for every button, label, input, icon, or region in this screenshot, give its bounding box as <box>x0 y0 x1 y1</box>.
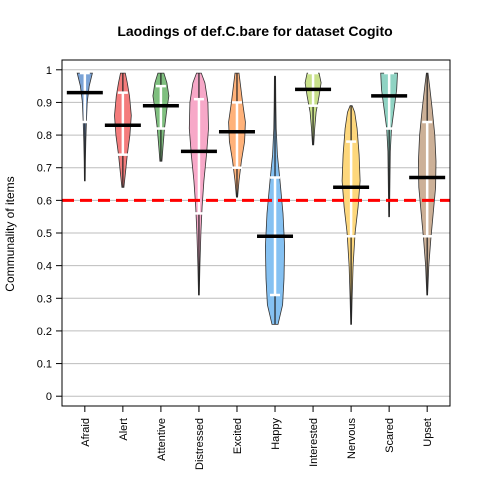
x-tick-label-upset: Upset <box>422 418 434 447</box>
y-axis-label: Communality of items <box>3 176 17 291</box>
x-tick-label-interested: Interested <box>308 418 320 467</box>
y-tick-label: 0.8 <box>37 130 52 142</box>
chart-title: Laodings of def.C.bare for dataset Cogit… <box>117 23 392 39</box>
y-tick-label: 0.2 <box>37 326 52 338</box>
violins <box>66 71 446 325</box>
y-tick-label: 0.7 <box>37 163 52 175</box>
y-tick-label: 0 <box>46 391 52 403</box>
y-tick-label: 0.5 <box>37 228 52 240</box>
x-tick-label-alert: Alert <box>118 418 130 441</box>
y-tick-label: 0.6 <box>37 195 52 207</box>
y-tick-label: 0.1 <box>37 359 52 371</box>
x-tick-label-nervous: Nervous <box>346 418 358 459</box>
y-tick-label: 1 <box>46 65 52 77</box>
y-axis: 0 0.1 0.2 0.3 0.4 0.5 0.6 0.7 0.8 0.9 1 <box>37 65 62 403</box>
x-tick-label-excited: Excited <box>232 418 244 454</box>
x-tick-label-attentive: Attentive <box>156 418 168 461</box>
x-tick-label-scared: Scared <box>384 418 396 453</box>
y-tick-label: 0.3 <box>37 293 52 305</box>
x-axis: Afraid Alert Attentive Distressed Excited Hap… <box>80 406 434 470</box>
y-tick-label: 0.4 <box>37 261 52 273</box>
x-tick-label-afraid: Afraid <box>80 418 92 447</box>
x-tick-label-distressed: Distressed <box>194 418 206 470</box>
x-tick-label-happy: Happy <box>270 418 282 450</box>
y-tick-label: 0.9 <box>37 97 52 109</box>
